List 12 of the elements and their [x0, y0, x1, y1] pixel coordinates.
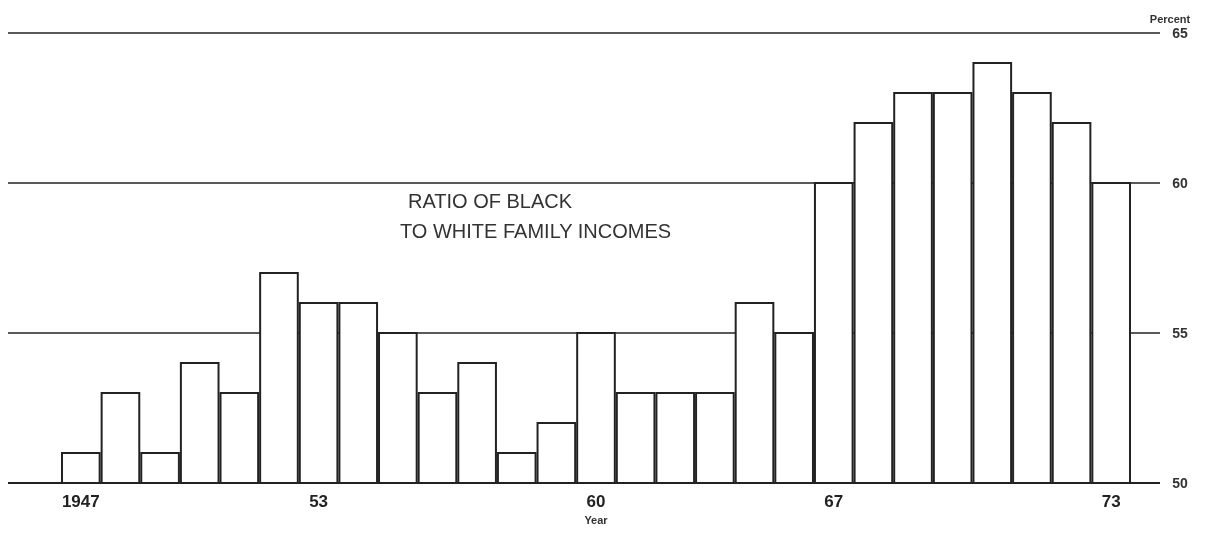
y-tick-label: 55 [1172, 324, 1188, 341]
x-tick-label: 60 [586, 492, 606, 511]
x-axis-title: Year [584, 514, 609, 526]
y-tick-label: 50 [1172, 474, 1188, 491]
x-tick-label: 1947 [61, 492, 100, 511]
y-tick-label: 65 [1172, 24, 1188, 41]
y-axis-title: Percent [1149, 13, 1191, 25]
x-tick-label: 73 [1101, 492, 1121, 511]
x-tick-label: 67 [824, 492, 844, 511]
y-tick-label: 60 [1172, 174, 1188, 191]
x-tick-label: 53 [309, 492, 329, 511]
text: RATIO OF BLACK TO WHITE FAMILY INCOMES [400, 190, 672, 242]
